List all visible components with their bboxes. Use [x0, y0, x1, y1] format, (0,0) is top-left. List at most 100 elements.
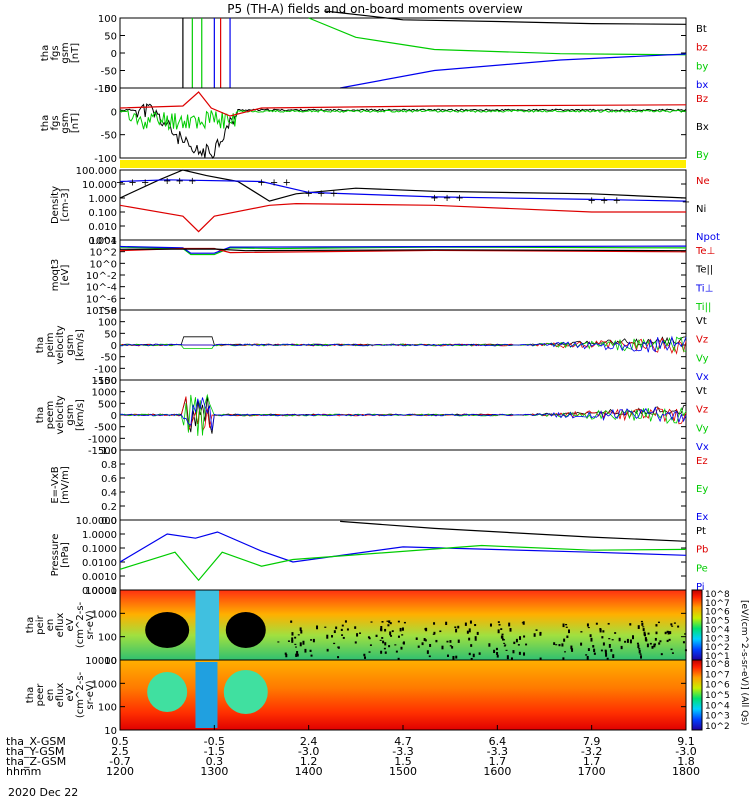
- spectrogram-speckle: [497, 621, 500, 623]
- legend-Pi: Pi: [696, 582, 705, 593]
- spectrogram-speckle: [654, 637, 657, 641]
- spectrogram-speckle: [605, 653, 608, 657]
- axis-row-value: 1700: [578, 765, 606, 778]
- spectrogram-speckle: [586, 655, 589, 660]
- spectrogram-speckle: [369, 644, 372, 646]
- axis-row-value: -3.0: [675, 745, 696, 758]
- y-axis-label-line: tha: [25, 687, 36, 703]
- series-Vx: [119, 397, 687, 431]
- spectrogram-speckle: [474, 624, 477, 627]
- spectrogram-speckle: [424, 639, 427, 642]
- spectrogram-speckle: [614, 632, 617, 634]
- y-axis-label-line: eV: [65, 688, 76, 701]
- axis-row-value: -3.2: [581, 745, 602, 758]
- series-Vz: [119, 396, 687, 433]
- spectrogram-speckle: [294, 643, 297, 645]
- y-tick-label: -50: [101, 131, 117, 142]
- spectrogram-speckle: [645, 638, 648, 642]
- y-axis-label-line: [km/s]: [75, 329, 86, 361]
- spectrogram-speckle: [397, 620, 400, 623]
- spectrogram-speckle: [354, 641, 357, 644]
- spectrogram-speckle: [612, 654, 615, 659]
- spectrogram-speckle: [445, 621, 448, 626]
- spectrogram-speckle: [641, 622, 644, 626]
- spectrogram-speckle: [515, 638, 518, 643]
- spectrogram-speckle: [493, 649, 496, 654]
- spectrogram-speckle: [457, 625, 460, 629]
- time-axis-rows: tha_X-GSM 0.5 -0.5 2.4 4.7 6.4 7.9 9.1 tha_Y-GSM…: [6, 725, 700, 778]
- spectrogram-speckle: [601, 636, 604, 639]
- y-tick-label: 0.0001: [82, 586, 117, 597]
- y-tick-label: 0: [111, 341, 117, 352]
- series-Bt: [324, 10, 687, 25]
- spectrogram-speckle: [383, 647, 386, 650]
- y-tick-label: 50: [104, 329, 117, 340]
- spectrogram-speckle: [400, 646, 403, 650]
- y-tick-label: 10^-8: [86, 306, 117, 317]
- spectrogram-speckle: [457, 639, 460, 643]
- axis-row-value: 6.4: [489, 735, 507, 748]
- spectrogram-speckle: [553, 642, 556, 645]
- spectrogram-speckle: [589, 634, 592, 638]
- legend-Vx: Vx: [696, 442, 709, 453]
- series-Ni: [119, 169, 687, 202]
- axis-row-value: 1.2: [300, 755, 318, 768]
- y-axis-label-line: gsm: [65, 404, 76, 425]
- y-tick-label: -1000: [88, 434, 117, 445]
- legend-Pt: Pt: [696, 526, 706, 537]
- y-tick-label: -50: [101, 353, 117, 364]
- spectrogram-speckle: [638, 649, 641, 654]
- series-bx: [339, 53, 687, 89]
- axis-row-value: 1200: [106, 765, 134, 778]
- spectrogram-speckle: [299, 642, 302, 647]
- panel-peir: 10000 1000 100 10 tha peir en eflux eV (cm^2-s-sr…: [25, 586, 687, 667]
- series-Npot-marker: +: [270, 178, 278, 189]
- colorbar-tick-label: 10^5: [705, 691, 730, 701]
- y-axis-label-line: Pressure: [50, 534, 61, 577]
- y-axis-label-line: en: [45, 619, 56, 632]
- legend-Bz: Bz: [696, 94, 708, 105]
- series-Npot-marker: +: [128, 178, 136, 189]
- spectrogram-speckle: [566, 635, 569, 639]
- spectrogram-speckle: [284, 652, 287, 655]
- spectrogram-speckle: [446, 640, 449, 643]
- axis-row-value: 0.5: [111, 735, 129, 748]
- legend-Pb: Pb: [696, 545, 708, 556]
- spectrogram-speckle: [660, 653, 663, 656]
- series-Bx: [119, 103, 687, 159]
- y-tick-label: 100: [98, 318, 117, 329]
- y-tick-label: 1.0: [101, 446, 117, 457]
- series-Npot: [119, 179, 687, 202]
- spectrogram-speckle: [478, 652, 481, 655]
- spectrogram-speckle: [495, 647, 498, 651]
- spectrogram-speckle: [395, 650, 398, 653]
- y-axis-label-line: gsm: [65, 334, 76, 355]
- spectrogram-speckle: [670, 648, 673, 651]
- legend-By: By: [696, 150, 709, 161]
- spectrogram-speckle: [590, 637, 593, 642]
- spectrogram-speckle: [640, 620, 643, 623]
- y-tick-label: 1000: [92, 609, 117, 620]
- series-Npot-marker: +: [163, 176, 171, 187]
- spectrogram-speckle: [580, 642, 583, 646]
- spectrogram-speckle: [503, 642, 506, 644]
- spectrogram-speckle: [364, 656, 367, 659]
- spectrogram-speckle: [285, 654, 288, 658]
- y-axis-label-line: Density: [50, 186, 61, 224]
- spectrogram-speckle: [555, 644, 558, 646]
- axis-row-value: -3.3: [487, 745, 508, 758]
- axis-row-label: tha_Y-GSM: [6, 745, 64, 758]
- series-Npot-marker: +: [443, 193, 451, 204]
- spectrogram-speckle: [370, 621, 373, 623]
- spectrogram-speckle: [580, 631, 583, 633]
- spectrogram-speckle: [388, 645, 391, 648]
- spectrogram-speckle: [310, 639, 313, 641]
- spectrogram-speckle: [304, 648, 307, 653]
- spectrogram-speckle: [417, 645, 420, 648]
- y-axis-label-line: eV: [65, 618, 76, 631]
- spectrogram-speckle: [562, 657, 565, 661]
- series-Npot-marker: +: [587, 195, 595, 206]
- spectrogram-speckle: [655, 631, 658, 635]
